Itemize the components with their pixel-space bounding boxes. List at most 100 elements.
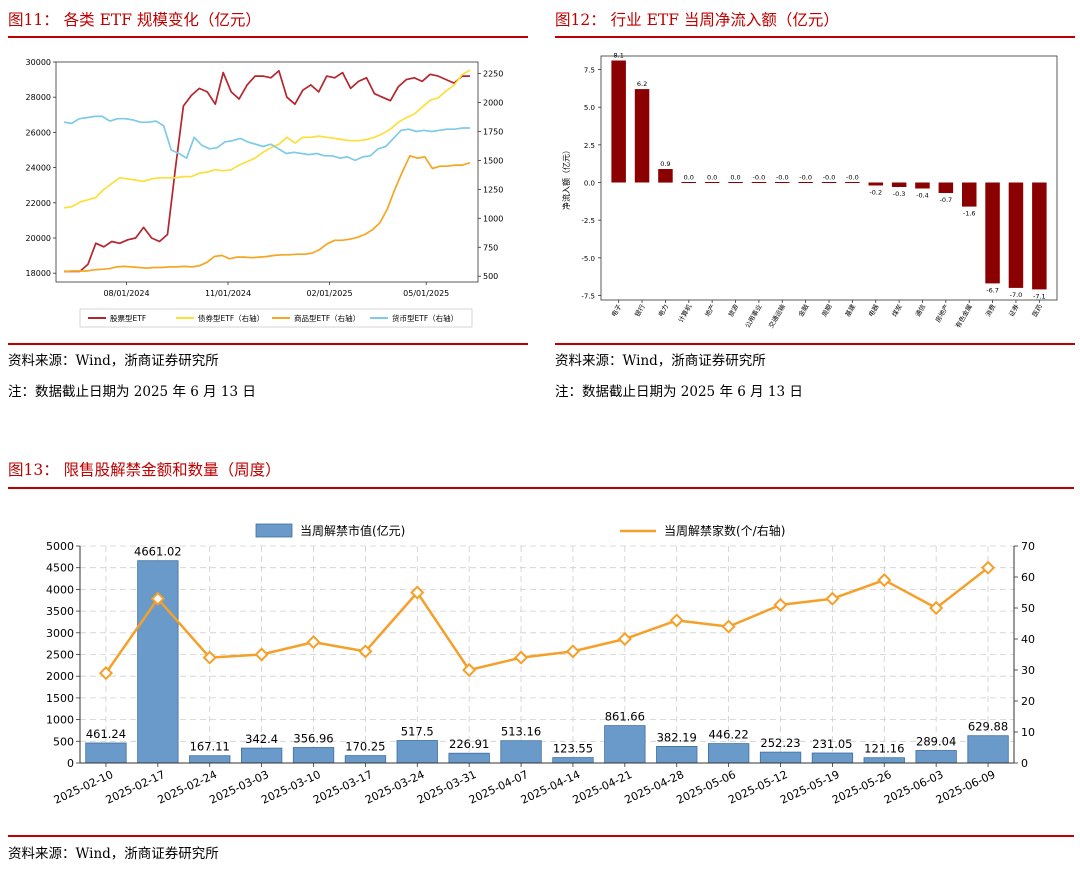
fig12-y-tick-label: -7.5 bbox=[581, 292, 595, 300]
fig11-top-rule bbox=[8, 36, 528, 38]
fig13-right-tick-label: 40 bbox=[1021, 633, 1035, 646]
fig11-series-line-3 bbox=[63, 115, 470, 162]
fig13-bar-value-label: 382.19 bbox=[657, 730, 697, 744]
fig11-series-line-1 bbox=[63, 69, 471, 209]
fig13-bar bbox=[915, 750, 957, 764]
fig13-source: 资料来源：Wind，浙商证券研究所 bbox=[8, 846, 219, 862]
fig13-bar bbox=[344, 755, 387, 764]
fig12-y-tick-label: 0.0 bbox=[584, 180, 595, 188]
fig13-line-marker bbox=[617, 631, 632, 647]
fig13-bar-value-label: 167.11 bbox=[190, 740, 230, 754]
fig13-bar-value-label: 121.16 bbox=[864, 742, 904, 756]
fig13-line-marker bbox=[669, 613, 684, 628]
fig13-left-tick-label: 3000 bbox=[46, 627, 74, 640]
fig11-left-tick-label: 26000 bbox=[26, 128, 51, 137]
fig12-y-tick-label: 7.5 bbox=[584, 67, 595, 75]
fig12-bar-value-label: 0.9 bbox=[660, 160, 670, 168]
fig12-x-tick-label: 公用事业 bbox=[743, 302, 764, 329]
fig13-bar bbox=[967, 735, 1009, 764]
fig11-legend-label: 货币型ETF（右轴） bbox=[392, 313, 458, 323]
fig13-left-tick-label: 4000 bbox=[46, 583, 74, 596]
fig12-bar bbox=[728, 182, 743, 183]
fig13-line-marker bbox=[877, 573, 892, 588]
fig13-line-marker bbox=[513, 650, 529, 665]
fig11-right-tick-label: 2250 bbox=[483, 70, 503, 79]
fig12-bar-value-label: -0.0 bbox=[823, 174, 836, 182]
fig13-x-tick-label: 2025-06-09 bbox=[934, 768, 997, 807]
fig13-right-tick-label: 70 bbox=[1021, 540, 1035, 553]
fig11-right-tick-label: 500 bbox=[483, 272, 498, 281]
fig12-x-tick-label: 周期 bbox=[820, 303, 834, 319]
fig13-right-tick-label: 60 bbox=[1021, 571, 1035, 584]
fig13-chart: 0500100015002000250030003500400045005000… bbox=[46, 523, 1035, 807]
fig12-bar-value-label: -0.3 bbox=[893, 190, 906, 198]
fig11-right-tick-label: 1250 bbox=[483, 185, 503, 194]
fig12-bar bbox=[915, 182, 930, 189]
fig12-bar bbox=[985, 182, 1000, 284]
fig13-bar-value-label: 513.16 bbox=[501, 725, 541, 739]
fig13-legend-bar-swatch bbox=[255, 523, 293, 538]
fig13-line-marker bbox=[306, 635, 321, 650]
fig12-y-axis-label: 净流入额（亿元） bbox=[561, 146, 571, 210]
fig12-y-tick-label: -5.0 bbox=[581, 255, 595, 263]
fig11-right-tick-label: 2000 bbox=[483, 99, 503, 108]
fig11-x-tick-label: 02/01/2025 bbox=[306, 289, 352, 298]
fig12-y-tick-label: 2.5 bbox=[584, 142, 595, 150]
fig12-bar bbox=[611, 60, 626, 183]
fig13-line-marker bbox=[929, 600, 944, 616]
fig13-bar bbox=[656, 745, 698, 764]
fig11-note: 注：数据截止日期为 2025 年 6 月 13 日 bbox=[8, 384, 256, 400]
fig13-bar-value-label: 446.22 bbox=[708, 728, 748, 742]
fig13-bar-value-label: 170.25 bbox=[345, 740, 385, 754]
fig12-bar-value-label: -0.7 bbox=[939, 196, 952, 204]
fig11-chart: 18000 20000 22000 24000 26000 28000 30000 500 75… bbox=[26, 58, 503, 328]
fig11-left-tick-label: 22000 bbox=[26, 199, 51, 208]
fig13-left-tick-label: 3500 bbox=[46, 605, 74, 618]
fig13-top-rule bbox=[8, 487, 1074, 489]
fig13-bar-value-label: 231.05 bbox=[812, 737, 852, 751]
fig13-left-tick-label: 1500 bbox=[46, 692, 74, 705]
fig11-series-line-0 bbox=[64, 69, 470, 273]
fig12-x-tick-label: 交通运输 bbox=[766, 302, 787, 329]
fig12-bar-value-label: -0.2 bbox=[869, 189, 882, 197]
fig13-title: 图13： 限售股解禁金额和数量（周度） bbox=[8, 461, 281, 479]
fig11-source: 资料来源：Wind，浙商证券研究所 bbox=[8, 353, 219, 369]
fig12-x-tick-label: 基建 bbox=[843, 302, 858, 318]
fig12-x-tick-label: 消费 bbox=[983, 302, 998, 318]
fig12-x-tick-label: 银行 bbox=[632, 302, 647, 318]
fig13-right-tick-label: 10 bbox=[1021, 726, 1035, 739]
fig13-line-marker bbox=[254, 647, 269, 662]
fig13-line-marker bbox=[358, 644, 373, 659]
fig11-left-tick-label: 30000 bbox=[26, 58, 51, 67]
fig13-line-marker bbox=[462, 662, 477, 678]
fig13-bar bbox=[448, 752, 490, 764]
fig12-bar bbox=[681, 182, 696, 183]
fig12-bar bbox=[868, 182, 883, 186]
fig12-x-tick-label: 证券 bbox=[1006, 302, 1021, 318]
fig13-bar bbox=[604, 725, 646, 764]
fig11-title: 图11： 各类 ETF 规模变化（亿元） bbox=[8, 11, 261, 29]
fig13-bar bbox=[552, 757, 594, 764]
fig13-bar-value-label: 861.66 bbox=[605, 710, 645, 724]
fig13-line-marker bbox=[773, 597, 788, 612]
fig11-x-tick-label: 11/01/2024 bbox=[205, 289, 251, 298]
fig12-bar bbox=[938, 182, 954, 193]
fig13-line-marker bbox=[980, 560, 996, 575]
fig13-line-marker bbox=[150, 591, 165, 606]
fig13-bar-value-label: 123.55 bbox=[553, 742, 593, 756]
fig13-bar bbox=[500, 740, 542, 764]
fig12-x-tick-label: 地产 bbox=[703, 302, 718, 318]
fig13-bar-value-label: 289.04 bbox=[916, 734, 956, 748]
fig12-x-tick-label: 金融 bbox=[796, 302, 811, 318]
fig13-bar bbox=[396, 740, 438, 764]
fig12-bar bbox=[891, 182, 907, 187]
fig12-x-tick-label: 计算机 bbox=[676, 302, 694, 324]
fig11-legend-label: 债券型ETF（右轴） bbox=[198, 313, 264, 323]
fig12-x-tick-label: 旅游 bbox=[726, 302, 741, 318]
fig12-x-tick-label: 电子 bbox=[609, 302, 624, 318]
fig13-left-tick-label: 5000 bbox=[46, 540, 74, 553]
fig12-chart: -7.5 -5.0 -2.5 0.0 2.5 5.0 7.5 净流入额（亿元） 8.1 电子 6.2… bbox=[561, 52, 1058, 330]
fig12-note: 注：数据截止日期为 2025 年 6 月 13 日 bbox=[555, 384, 803, 400]
fig13-left-tick-label: 0 bbox=[67, 757, 74, 770]
fig13-right-tick-label: 30 bbox=[1021, 664, 1035, 677]
